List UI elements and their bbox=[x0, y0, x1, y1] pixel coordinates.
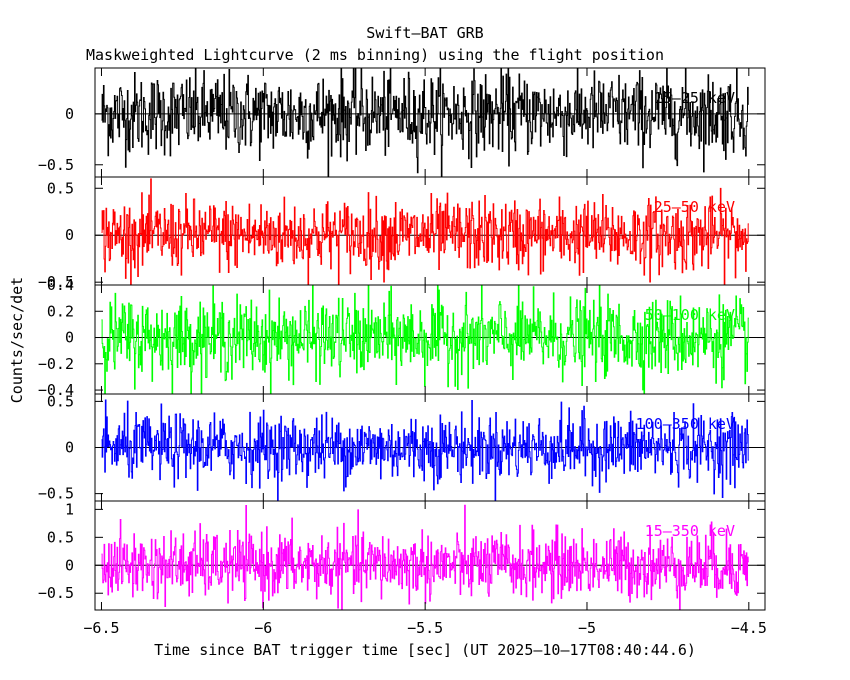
x-tick-label: −6 bbox=[254, 619, 272, 637]
panel-3: 0.4 0.2 0 −0.2 −0.4 50—100 keV bbox=[38, 276, 766, 399]
chart-subtitle: Maskweighted Lightcurve (2 ms binning) u… bbox=[86, 46, 664, 64]
y-tick-label: −0.5 bbox=[38, 485, 74, 503]
y-tick-label: 0 bbox=[65, 329, 74, 347]
x-tick-label: −6.5 bbox=[83, 619, 119, 637]
y-tick-label: 0 bbox=[65, 226, 74, 244]
x-tick-label: −5 bbox=[578, 619, 596, 637]
panel-frame bbox=[94, 500, 766, 611]
x-axis: −6.5 −6 −5.5 −5 −4.5 bbox=[83, 619, 766, 637]
y-tick-label: 0.5 bbox=[47, 179, 74, 197]
y-tick-label: 0.4 bbox=[47, 276, 74, 294]
band-label: 100—350 keV bbox=[636, 415, 735, 433]
panel-1: 0 −0.5 15—25 keV bbox=[38, 67, 766, 178]
y-tick-label: 0.5 bbox=[47, 392, 74, 410]
panel-2: 0.5 0 −0.5 25—50 keV bbox=[38, 176, 766, 291]
y-tick-label: 0.5 bbox=[47, 528, 74, 546]
band-label: 25—50 keV bbox=[654, 198, 735, 216]
band-label: 50—100 keV bbox=[645, 306, 735, 324]
y-tick-label: 0 bbox=[65, 556, 74, 574]
y-tick-label: −0.5 bbox=[38, 273, 74, 291]
x-tick-label: −4.5 bbox=[731, 619, 767, 637]
panel-4: 0.5 0 −0.5 100—350 keV bbox=[38, 392, 766, 503]
chart-title: Swift—BAT GRB bbox=[366, 24, 483, 42]
band-label: 15—350 keV bbox=[645, 522, 735, 540]
lightcurve-series bbox=[101, 284, 749, 395]
lightcurve-series bbox=[101, 67, 749, 178]
y-tick-label: 1 bbox=[65, 500, 74, 518]
lightcurve-series bbox=[101, 504, 749, 611]
y-tick-label: 0.2 bbox=[47, 302, 74, 320]
x-tick-label: −5.5 bbox=[407, 619, 443, 637]
y-tick-label: −0.5 bbox=[38, 584, 74, 602]
x-axis-label: Time since BAT trigger time [sec] (UT 20… bbox=[154, 641, 696, 659]
y-tick-label: −0.4 bbox=[38, 381, 74, 399]
band-label: 15—25 keV bbox=[654, 89, 735, 107]
lightcurve-series bbox=[101, 178, 749, 286]
y-tick-label: 0 bbox=[65, 439, 74, 457]
y-tick-label: −0.5 bbox=[38, 156, 74, 174]
y-tick-label: −0.2 bbox=[38, 355, 74, 373]
y-axis-label: Counts/sec/det bbox=[8, 277, 26, 403]
y-tick-label: 0 bbox=[65, 105, 74, 123]
lightcurve-series bbox=[101, 399, 749, 502]
panels-group: 0 −0.5 15—25 keV 0.5 0 −0.5 25—50 keV 0.4 0.2 0 −0… bbox=[38, 67, 766, 611]
panel-5: 1 0.5 0 −0.5 15—350 keV bbox=[38, 500, 766, 611]
